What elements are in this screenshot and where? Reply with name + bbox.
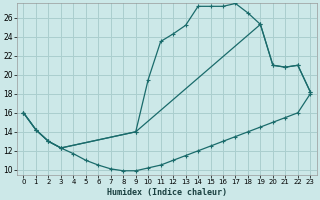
X-axis label: Humidex (Indice chaleur): Humidex (Indice chaleur) bbox=[107, 188, 227, 197]
